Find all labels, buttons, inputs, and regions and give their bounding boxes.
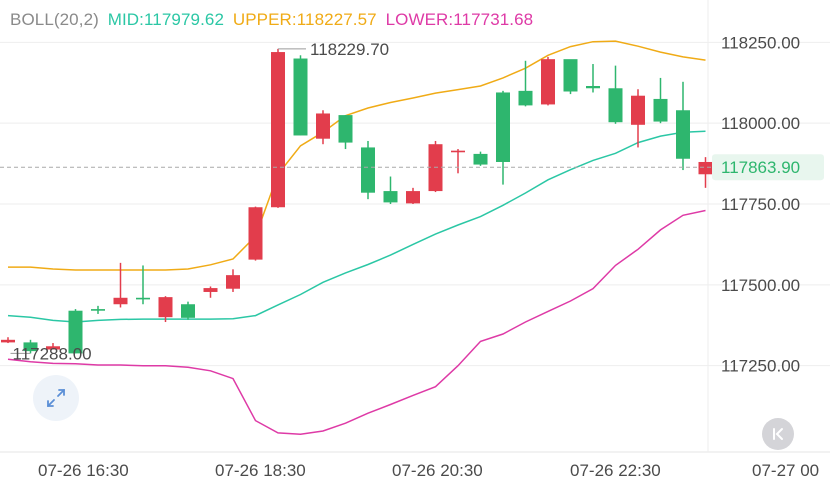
candle-body <box>518 90 533 106</box>
expand-chart-button[interactable] <box>33 375 79 421</box>
max-price-label: 118229.70 <box>310 40 389 59</box>
candle-body <box>46 346 60 350</box>
last-price-marker: 117863.90 <box>0 154 824 181</box>
candle-body <box>563 59 578 92</box>
y-tick-label: 118000.00 <box>721 114 800 133</box>
candle <box>338 115 353 150</box>
last-price-value: 117863.90 <box>721 158 800 177</box>
candle <box>496 90 510 185</box>
candle-body <box>406 191 420 204</box>
candle <box>248 206 263 261</box>
candle <box>541 56 555 106</box>
candle <box>91 305 105 314</box>
boll-legend: BOLL(20,2) MID:117979.62 UPPER:118227.57… <box>10 10 537 30</box>
candlestick-series <box>1 48 713 354</box>
candle-body <box>676 110 690 159</box>
legend-upper: UPPER:118227.57 <box>232 10 377 29</box>
candle <box>608 65 623 124</box>
candle <box>518 60 533 107</box>
candle-body <box>698 161 713 175</box>
candle-body <box>496 92 510 162</box>
boll-lower-line <box>7 209 706 435</box>
candle <box>563 59 578 95</box>
candle <box>113 262 128 308</box>
candle <box>698 157 713 188</box>
legend-indicator: BOLL(20,2) <box>10 10 99 29</box>
candle <box>586 64 600 93</box>
candle <box>46 343 60 350</box>
candle <box>181 301 195 320</box>
candle <box>631 89 645 148</box>
candle <box>383 176 398 205</box>
x-axis-labels: 07-26 16:30 07-26 18:30 07-26 20:30 07-26 2… <box>38 461 819 480</box>
candle-body <box>383 191 398 203</box>
candle-body <box>226 275 240 289</box>
min-price-label: 117288.00 <box>13 344 92 363</box>
reset-scroll-button[interactable] <box>762 418 794 450</box>
candle-body <box>586 86 600 89</box>
candle-body <box>361 147 375 193</box>
candle-body <box>203 288 218 292</box>
candle-body <box>23 342 38 352</box>
candle <box>473 151 488 166</box>
candle <box>653 77 668 124</box>
candle-body <box>1 339 15 343</box>
legend-lower: LOWER:117731.68 <box>385 10 534 29</box>
candle <box>406 187 420 205</box>
candle <box>226 269 240 292</box>
candle <box>361 140 375 200</box>
candle <box>451 149 465 174</box>
candle <box>68 309 83 354</box>
candle <box>676 81 690 171</box>
candle <box>1 337 15 344</box>
y-tick-label: 117500.00 <box>721 276 800 295</box>
candle <box>203 286 218 298</box>
candle-body <box>113 297 128 305</box>
grid-lines <box>0 0 830 453</box>
y-tick-label: 117750.00 <box>721 195 800 214</box>
candle <box>158 296 173 323</box>
candle-body <box>136 297 150 300</box>
candle-body <box>293 58 308 136</box>
candle-body <box>271 52 285 208</box>
y-axis-labels: 118250.00 118000.00 117750.00 117500.00 1172… <box>721 33 800 375</box>
candle-body <box>451 150 465 153</box>
candle-body <box>158 297 173 318</box>
expand-arrows-icon <box>47 389 65 407</box>
candle <box>136 265 150 305</box>
boll-mid-line <box>7 130 706 323</box>
candle <box>316 110 330 145</box>
candle-body <box>541 59 555 105</box>
x-tick-label: 07-26 18:30 <box>215 461 306 480</box>
x-tick-label: 07-26 16:30 <box>38 461 129 480</box>
candle-body <box>608 88 623 123</box>
candle-body <box>248 207 263 260</box>
candle <box>428 140 443 193</box>
candle-body <box>653 98 668 122</box>
candle-body <box>316 113 330 139</box>
candle <box>271 48 285 208</box>
x-tick-label: 07-27 00 <box>752 461 819 480</box>
last-price-tag <box>712 154 824 181</box>
candle-body <box>338 115 353 143</box>
candle-body <box>631 95 645 125</box>
candle <box>23 339 38 354</box>
x-tick-label: 07-26 20:30 <box>392 461 483 480</box>
candle-body <box>68 310 83 354</box>
chevron-left-bar-icon <box>773 428 783 440</box>
legend-mid: MID:117979.62 <box>107 10 225 29</box>
bollinger-bands <box>7 40 706 435</box>
boll-upper-line <box>8 40 706 271</box>
extreme-markers: 118229.70 117288.00 <box>10 40 389 363</box>
x-tick-label: 07-26 22:30 <box>570 461 661 480</box>
y-tick-label: 117250.00 <box>721 357 800 376</box>
candle-body <box>181 304 195 318</box>
y-tick-label: 118250.00 <box>721 33 800 52</box>
candle <box>293 55 308 136</box>
candle-body <box>91 309 105 311</box>
candle-body <box>473 153 488 165</box>
